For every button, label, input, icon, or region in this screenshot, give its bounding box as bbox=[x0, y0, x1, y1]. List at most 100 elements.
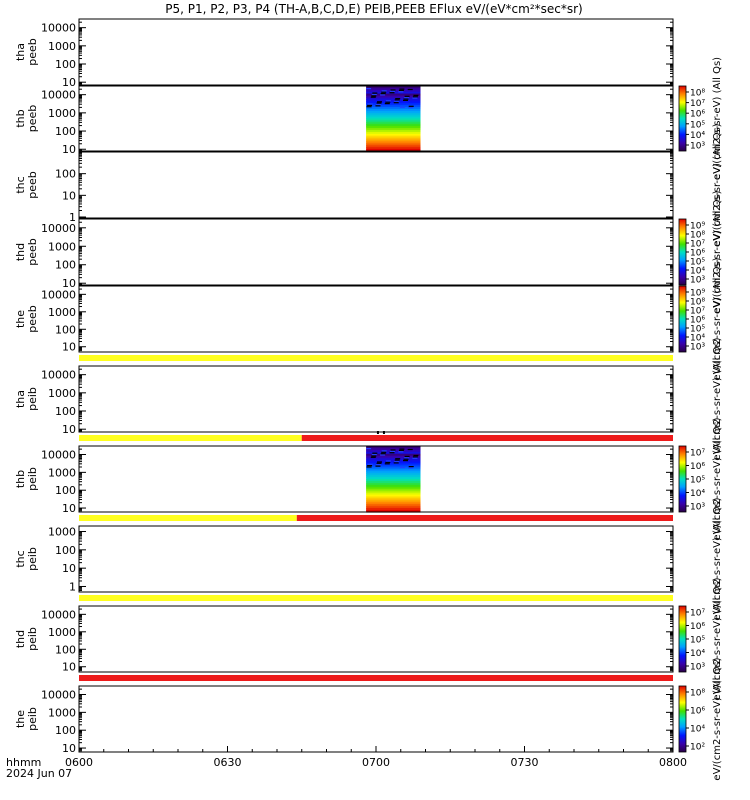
spectrogram-streak bbox=[394, 460, 400, 463]
spectrogram-cell bbox=[366, 457, 421, 461]
spectrogram-cell bbox=[366, 469, 421, 472]
spectrogram-streak bbox=[398, 91, 404, 93]
y-tick-label: 10 bbox=[62, 742, 76, 755]
y-tick-label: 100 bbox=[55, 323, 76, 336]
spectrogram-cell bbox=[366, 477, 421, 480]
spectrogram-streak bbox=[404, 95, 410, 97]
spectrogram-cell bbox=[366, 459, 421, 463]
spectrogram-streak bbox=[398, 449, 404, 451]
colorbar-tick-label: 10⁹ bbox=[690, 222, 705, 232]
colorbar-strip bbox=[678, 285, 687, 353]
y-tick-label: 100 bbox=[55, 405, 76, 418]
y-tick-label: 10000 bbox=[41, 689, 76, 702]
spectrogram-streak bbox=[399, 466, 405, 469]
spectrogram-streak bbox=[381, 90, 387, 92]
spectrogram-streak bbox=[371, 93, 377, 96]
y-tick-label: 10000 bbox=[41, 222, 76, 235]
spectrogram-streak bbox=[393, 102, 399, 104]
spectrogram-streak bbox=[380, 453, 386, 455]
spectrogram-cell bbox=[366, 506, 421, 509]
spectrogram-streak bbox=[413, 454, 419, 457]
spectrogram-streak bbox=[385, 100, 391, 102]
spectrogram-cell bbox=[366, 502, 421, 505]
colorbar-tick-label: 10⁵ bbox=[690, 476, 705, 486]
y-tick-label: 100 bbox=[55, 259, 76, 272]
spectrogram-streak bbox=[380, 94, 386, 96]
spectrogram-streak bbox=[408, 466, 414, 468]
spectrogram-cell bbox=[366, 137, 421, 141]
y-tick-label: 10 bbox=[62, 143, 76, 156]
panel-label-product: peeb bbox=[26, 238, 39, 266]
spectrogram-streak bbox=[371, 454, 377, 456]
spectrogram-cell bbox=[366, 446, 421, 449]
spectrogram-cell bbox=[366, 467, 421, 470]
panel-label-product: peib bbox=[26, 387, 39, 411]
y-tick-label: 1000 bbox=[48, 626, 76, 639]
spectrogram-cell bbox=[366, 122, 421, 125]
spectrogram-streak bbox=[385, 101, 391, 103]
flag-bar-segment bbox=[79, 515, 297, 521]
spectrogram-streak bbox=[394, 99, 400, 101]
spectrogram-streak bbox=[367, 104, 373, 106]
spectrogram-cell bbox=[366, 475, 421, 478]
colorbar-tick-label: 10⁴ bbox=[690, 489, 705, 499]
y-tick-label: 100 bbox=[55, 643, 76, 656]
y-tick-label: 10000 bbox=[41, 288, 76, 301]
spectrogram-streak bbox=[366, 466, 372, 468]
spectrogram-streak bbox=[367, 103, 373, 105]
y-tick-label: 100 bbox=[55, 168, 76, 181]
panel-label-probe: thd bbox=[14, 243, 27, 261]
spectrogram-cell bbox=[366, 508, 421, 511]
spectrogram-cell bbox=[366, 124, 421, 127]
panel-label-product: peib bbox=[26, 627, 39, 651]
panel-label-probe: thb bbox=[14, 470, 27, 488]
spectrogram-streak bbox=[399, 448, 405, 450]
panel-frame bbox=[78, 525, 674, 593]
y-tick-label: 1000 bbox=[48, 706, 76, 719]
y-tick-label: 1000 bbox=[48, 107, 76, 120]
spectrogram-cell bbox=[366, 482, 421, 486]
spectrogram-streak bbox=[371, 95, 377, 97]
spectrogram-cell bbox=[366, 101, 421, 104]
y-tick-label: 100 bbox=[55, 58, 76, 71]
spectrogram-cell bbox=[366, 105, 421, 108]
panel-label-product: peeb bbox=[26, 105, 39, 133]
spectrogram-streak bbox=[408, 105, 414, 107]
data-marker bbox=[376, 431, 379, 434]
panel-frame bbox=[78, 18, 674, 86]
spectrogram-streak bbox=[377, 101, 382, 103]
colorbar-label: eV/(cm2-s-sr-eV) (All Qs) bbox=[712, 577, 723, 700]
spectrogram-streak bbox=[380, 93, 386, 95]
spectrogram-cell bbox=[366, 133, 421, 137]
spectrogram-streak bbox=[399, 106, 405, 108]
y-tick-label: 10000 bbox=[41, 369, 76, 382]
spectrogram-cell bbox=[366, 139, 421, 142]
spectrogram-cell bbox=[366, 126, 421, 129]
colorbar-tick-label: 10⁷ bbox=[690, 240, 705, 250]
spectrogram-streak bbox=[381, 450, 387, 452]
spectrogram-streak bbox=[366, 448, 372, 450]
spectrogram-streak bbox=[376, 103, 381, 106]
panel-label-probe: tha bbox=[14, 43, 27, 61]
spectrogram-streak bbox=[412, 456, 418, 458]
y-tick-label: 1 bbox=[69, 211, 76, 224]
colorbar-strip bbox=[678, 685, 687, 753]
panel-frame bbox=[78, 365, 674, 433]
colorbar-tick-label: 10⁷ bbox=[690, 449, 705, 459]
time-axis-date: 2024 Jun 07 bbox=[6, 767, 72, 780]
colorbar-label: eV/(cm2-s-sr-eV) (All Qs) bbox=[712, 190, 723, 313]
time-tick-label: 0730 bbox=[511, 756, 539, 769]
colorbar-label: eV/(cm2-s-sr-eV) (All Qs) bbox=[712, 417, 723, 540]
y-tick-label: 10 bbox=[62, 562, 76, 575]
spectrogram-cell bbox=[366, 486, 421, 490]
spectrogram-cell bbox=[366, 455, 421, 459]
spectrogram-cell bbox=[366, 97, 421, 100]
flag-bar-segment bbox=[296, 515, 673, 521]
spectrogram-cell bbox=[366, 479, 421, 482]
y-tick-label: 1000 bbox=[48, 526, 76, 539]
spectrogram-cell bbox=[366, 465, 421, 468]
spectrogram-cell bbox=[366, 120, 421, 123]
spectrogram-streak bbox=[403, 98, 409, 100]
panel-label-probe: the bbox=[14, 310, 27, 328]
